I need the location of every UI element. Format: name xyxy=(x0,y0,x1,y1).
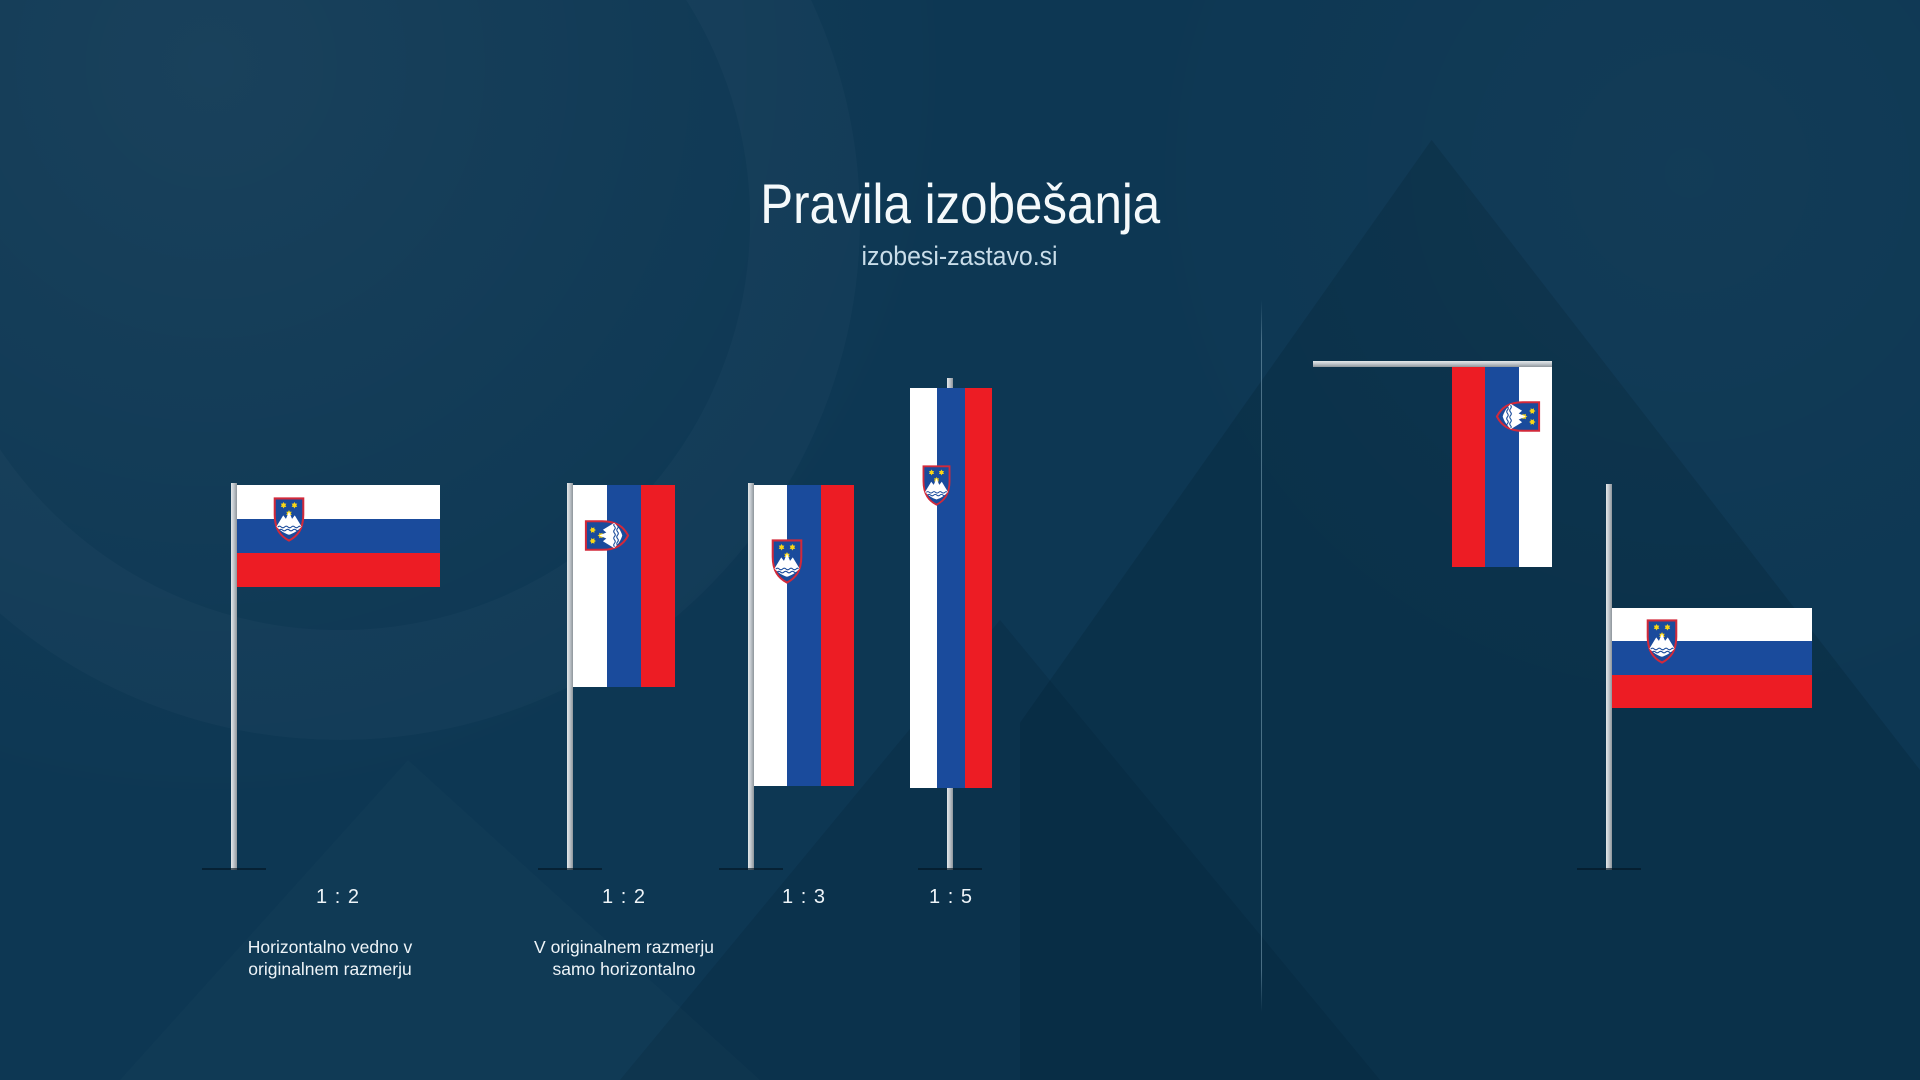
flag-stripe-red xyxy=(1612,674,1812,708)
flag-stripe-blue xyxy=(607,485,641,687)
flag-horizontal-on-pole xyxy=(1612,608,1812,708)
page-subtitle: izobesi-zastavo.si xyxy=(861,241,1059,271)
flag-caption: V originalnem razmerju samo horizontalno xyxy=(534,936,714,980)
flag-stripe-white xyxy=(1612,608,1812,642)
flag-stripe-red xyxy=(237,553,440,587)
flag-stripe-white xyxy=(910,388,938,788)
coat-of-arms xyxy=(912,461,960,509)
flag-stripe-blue xyxy=(1612,641,1812,675)
flag-stripe-white xyxy=(754,485,788,786)
ratio-label: 1 : 3 xyxy=(782,886,826,908)
caption-line: V originalnem razmerju xyxy=(534,937,714,957)
background-mountain-shape xyxy=(620,620,1380,1080)
horizontal-flagpole xyxy=(1313,361,1552,367)
flag-stripe-red xyxy=(641,485,675,687)
ratio-label: 1 : 2 xyxy=(316,886,360,908)
caption-line: originalnem razmerju xyxy=(248,959,412,979)
flagpole xyxy=(748,483,754,870)
pole-shadow xyxy=(202,868,266,870)
coat-of-arms xyxy=(265,495,313,543)
ratio-label: 1 : 5 xyxy=(929,886,973,908)
flag-stripe-white xyxy=(237,485,440,519)
pole-shadow xyxy=(538,868,602,870)
flag-vertical-1-5 xyxy=(910,388,992,788)
flag-vertical-1-3 xyxy=(754,485,854,786)
flagpole xyxy=(1606,484,1612,870)
caption-line: Horizontalno vedno v xyxy=(247,937,413,957)
pole-shadow xyxy=(918,868,982,870)
flag-stripe-red xyxy=(820,485,854,786)
background-circle xyxy=(0,0,860,740)
flagpole xyxy=(567,483,573,870)
section-divider xyxy=(1261,300,1262,1012)
flag-hanging-vertical xyxy=(1452,367,1552,567)
flag-stripe-blue xyxy=(937,388,965,788)
flag-caption: Horizontalno vedno v originalnem razmerj… xyxy=(248,936,412,980)
flag-stripe-blue xyxy=(787,485,821,786)
caption-line: samo horizontalno xyxy=(552,959,696,979)
flag-stripe-red xyxy=(1452,367,1486,567)
flag-stripe-white xyxy=(1518,367,1552,567)
background-mountain-shape xyxy=(120,760,760,1080)
pole-shadow xyxy=(719,868,783,870)
pole-shadow xyxy=(1577,868,1641,870)
flag-vertical-1-2 xyxy=(573,485,675,687)
flag-horizontal-1-2 xyxy=(237,485,440,587)
flag-stripe-white xyxy=(573,485,607,687)
flag-stripe-blue xyxy=(237,519,440,553)
coat-of-arms-rotated xyxy=(583,511,631,559)
flag-stripe-red xyxy=(964,388,992,788)
flag-stripe-blue xyxy=(1485,367,1519,567)
page-title: Pravila izobešanja xyxy=(760,172,1160,235)
flagpole xyxy=(231,483,237,870)
coat-of-arms xyxy=(763,537,811,585)
coat-of-arms xyxy=(1638,617,1686,665)
coat-of-arms-rotated xyxy=(1494,392,1542,440)
ratio-label: 1 : 2 xyxy=(602,886,646,908)
